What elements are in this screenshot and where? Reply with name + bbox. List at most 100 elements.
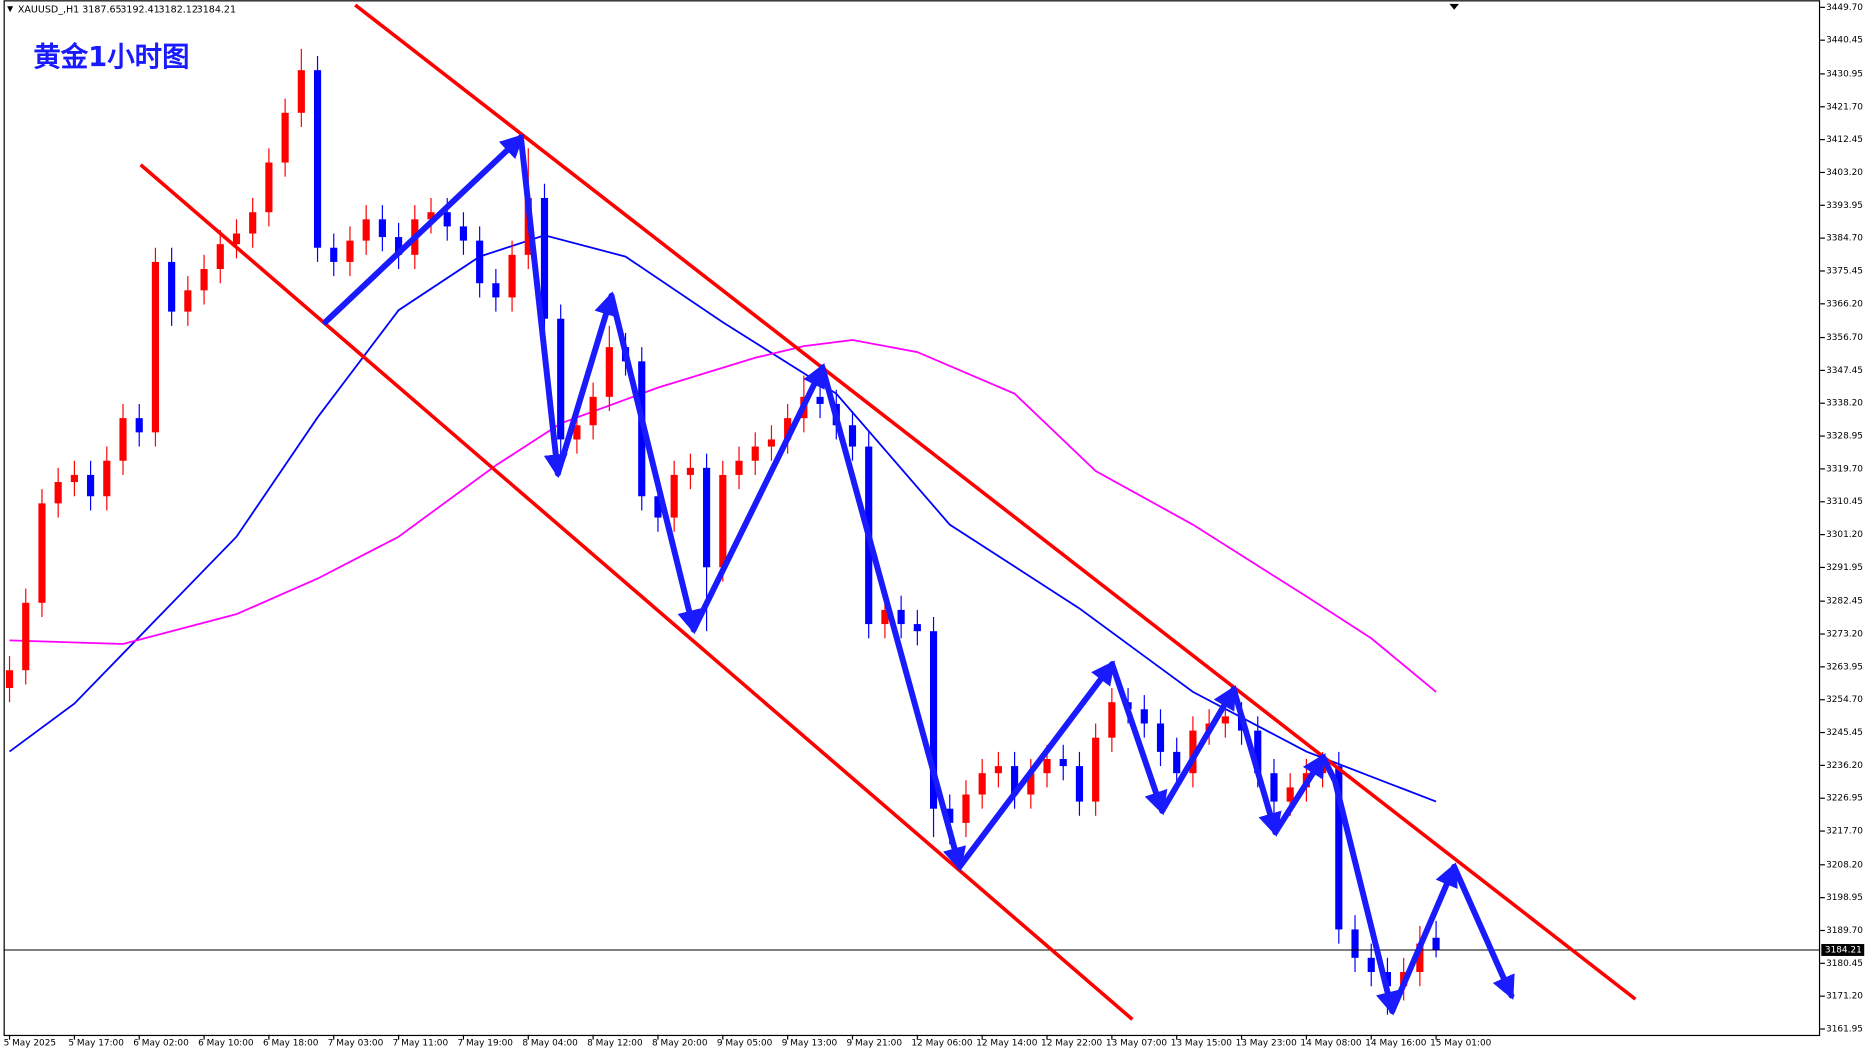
- y-tick-label: 3347.45: [1826, 366, 1863, 376]
- candle-body: [281, 112, 289, 163]
- candle-body: [654, 496, 662, 518]
- x-tick-label: 12 May 06:00: [911, 1039, 973, 1049]
- candle-body: [751, 446, 759, 461]
- x-tick-label: 8 May 12:00: [587, 1039, 643, 1049]
- candle-body: [994, 766, 1002, 774]
- candle-body: [735, 460, 743, 475]
- candle-body: [897, 609, 905, 625]
- candle-body: [929, 631, 938, 809]
- x-tick-label: 9 May 13:00: [782, 1039, 838, 1049]
- candle-body: [1270, 773, 1278, 802]
- candle-body: [395, 237, 403, 255]
- candle-body: [881, 609, 889, 625]
- candle-body: [1221, 716, 1229, 724]
- candle-body: [135, 418, 143, 433]
- candle-body: [1059, 758, 1067, 767]
- candle-body: [508, 254, 516, 298]
- candle-body: [962, 794, 970, 823]
- wave-arrows: [322, 134, 1515, 1016]
- candle-body: [492, 283, 500, 298]
- candle-body: [767, 439, 776, 447]
- y-tick-label: 3403.20: [1826, 168, 1863, 178]
- candle-body: [5, 670, 14, 688]
- moving-average: [9, 339, 1437, 693]
- candle-body: [1043, 758, 1051, 774]
- x-tick-label: 7 May 03:00: [328, 1039, 384, 1049]
- arrow: [1159, 685, 1237, 814]
- candle-body: [168, 261, 176, 312]
- arrow: [1109, 661, 1168, 816]
- candle-body: [913, 624, 921, 632]
- candle-body: [476, 240, 484, 284]
- ohlc-open: 3187.65: [82, 4, 121, 15]
- y-tick-label: 3291.95: [1826, 563, 1863, 573]
- x-tick-label: 6 May 10:00: [198, 1039, 254, 1049]
- arrow: [1451, 863, 1515, 1000]
- x-tick-label: 8 May 20:00: [652, 1039, 708, 1049]
- candle-body: [1140, 709, 1148, 724]
- candle-body: [54, 482, 62, 504]
- x-tick-label: 12 May 22:00: [1041, 1039, 1103, 1049]
- candle-body: [1335, 766, 1343, 930]
- candle-body: [670, 474, 678, 518]
- candle-body: [589, 396, 597, 426]
- arrow: [517, 134, 568, 479]
- y-tick-label: 3375.45: [1826, 266, 1863, 276]
- candle-body: [443, 212, 451, 227]
- x-tick-label: 15 May 01:00: [1430, 1039, 1492, 1049]
- candle-body: [1432, 937, 1440, 950]
- channel-lines: [139, 3, 1637, 1021]
- y-tick-label: 3171.20: [1826, 992, 1863, 1002]
- candle-body: [459, 226, 468, 241]
- y-tick-label: 3393.95: [1826, 201, 1863, 211]
- ohlc-close: 3184.21: [197, 4, 236, 15]
- current-price-label: 3184.21: [1825, 945, 1862, 955]
- candle-body: [330, 247, 338, 262]
- candle-body: [378, 219, 386, 238]
- ohlc-low: 3182.12: [159, 4, 198, 15]
- candle-body: [87, 474, 95, 497]
- y-tick-label: 3254.70: [1826, 695, 1863, 705]
- x-tick-label: 8 May 04:00: [522, 1039, 578, 1049]
- y-tick-label: 3319.70: [1826, 464, 1863, 474]
- arrow: [1230, 686, 1282, 837]
- channel-upper: [354, 3, 1637, 1001]
- y-tick-label: 3208.20: [1826, 860, 1863, 870]
- plot-frame: [3, 0, 1821, 1037]
- candle-body: [22, 602, 30, 671]
- y-tick-label: 3180.45: [1826, 959, 1863, 969]
- x-tick-label: 5 May 17:00: [68, 1039, 124, 1049]
- candle-body: [1367, 957, 1375, 973]
- x-tick-label: 9 May 05:00: [717, 1039, 773, 1049]
- x-tick-label: 13 May 07:00: [1106, 1039, 1168, 1049]
- candle-body: [540, 198, 549, 319]
- candle-body: [1173, 751, 1181, 774]
- x-tick-label: 12 May 14:00: [976, 1039, 1038, 1049]
- x-tick-label: 7 May 11:00: [393, 1039, 449, 1049]
- candle-body: [249, 212, 257, 234]
- y-tick-label: 3338.20: [1826, 399, 1863, 409]
- candle-body: [427, 212, 435, 220]
- x-tick-label: 7 May 19:00: [457, 1039, 513, 1049]
- y-tick-label: 3263.95: [1826, 662, 1863, 672]
- candle-body: [346, 240, 354, 262]
- arrow: [1272, 753, 1327, 836]
- arrow: [608, 292, 701, 635]
- candle-body: [216, 244, 224, 270]
- arrow: [690, 363, 826, 633]
- candle-body: [70, 474, 78, 483]
- candle-body: [686, 467, 694, 475]
- candle-body: [848, 425, 857, 447]
- y-tick-label: 3310.45: [1826, 497, 1863, 507]
- candle-body: [297, 70, 305, 113]
- candle-body: [703, 467, 711, 568]
- y-tick-label: 3440.45: [1826, 36, 1863, 46]
- candle-body: [1189, 730, 1197, 774]
- y-tick-label: 3236.20: [1826, 761, 1863, 771]
- y-tick-label: 3328.95: [1826, 432, 1863, 442]
- x-tick-label: 14 May 16:00: [1365, 1039, 1427, 1049]
- y-tick-label: 3356.70: [1826, 333, 1863, 343]
- y-tick-label: 3217.70: [1826, 827, 1863, 837]
- arrow: [956, 660, 1116, 870]
- chart-title: 黄金1小时图: [33, 41, 189, 73]
